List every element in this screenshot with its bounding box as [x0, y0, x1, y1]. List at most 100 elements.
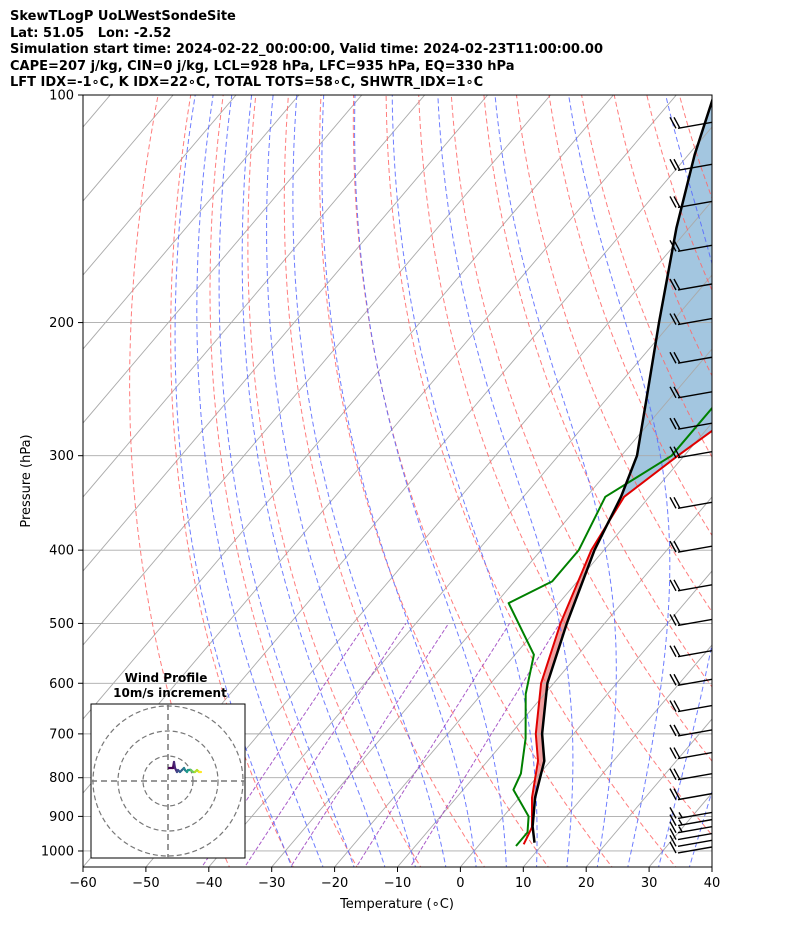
wind-barb-staff	[677, 317, 712, 326]
wind-barb-staff	[677, 650, 712, 658]
isotherm-line	[83, 95, 614, 720]
isotherm-line	[459, 570, 712, 867]
wind-barb-staff	[677, 244, 712, 253]
wind-barb-flag	[669, 807, 677, 819]
x-tick-label: 40	[704, 876, 721, 891]
dry-adiabat	[170, 95, 294, 867]
dry-adiabat	[352, 95, 613, 867]
moist-adiabat	[657, 95, 712, 867]
isotherm-line	[585, 718, 712, 867]
wind-barb-staff	[677, 678, 712, 686]
x-tick-label: −20	[321, 876, 348, 891]
isotherm-line	[83, 95, 237, 276]
wind-barb-flag	[673, 116, 681, 129]
wind-barb-staff	[677, 751, 712, 760]
wind-barb-flag	[673, 768, 681, 781]
wind-barb-flag	[669, 835, 677, 847]
wind-barb-flag	[669, 351, 677, 364]
wind-barb-flag	[673, 673, 681, 686]
y-tick-label: 400	[49, 544, 74, 559]
wind-barb-staff	[677, 832, 712, 841]
y-tick-label: 1000	[41, 844, 74, 859]
wind-barb-staff	[677, 704, 712, 713]
wind-barb-flag	[669, 196, 677, 208]
mixing-ratio-line	[355, 623, 511, 867]
wind-barb-flag	[669, 724, 677, 737]
isotherm-line	[271, 348, 712, 867]
y-tick-label: 300	[49, 449, 74, 464]
wind-barb-staff	[677, 451, 712, 459]
wind-barb-flag	[669, 673, 677, 686]
wind-barb-flag	[673, 278, 681, 291]
x-tick-label: −40	[195, 876, 222, 891]
wind-barb-staff	[677, 422, 712, 430]
isotherm-line	[522, 644, 712, 867]
inset-title: Wind Profile	[125, 671, 208, 685]
y-tick-label: 500	[49, 617, 74, 632]
wind-barb-flag	[673, 579, 681, 592]
wind-barb-flag	[673, 788, 681, 800]
wind-barb-flag	[673, 700, 681, 712]
dry-adiabat	[209, 95, 358, 867]
wind-barb-flag	[673, 446, 681, 459]
wind-barb-staff	[677, 729, 712, 737]
dry-adiabat	[418, 95, 712, 836]
dewpoint-line	[507, 406, 712, 847]
wind-barb-staff	[677, 846, 712, 854]
hodo-ring	[117, 730, 219, 832]
wind-barb-flag	[673, 614, 681, 626]
y-tick-label: 800	[49, 771, 74, 786]
moist-adiabat	[437, 95, 574, 867]
isotherm-line	[711, 866, 712, 867]
wind-barb-flag	[673, 417, 681, 430]
wind-barb-flag	[673, 496, 681, 509]
y-tick-label: 100	[49, 89, 74, 104]
wind-barb-flag	[669, 417, 677, 430]
wind-barb-flag	[669, 579, 677, 592]
dry-adiabat	[711, 95, 712, 98]
x-axis-label: Temperature (∘C)	[339, 897, 454, 912]
wind-barb-staff	[677, 811, 712, 820]
wind-barb-flag	[669, 614, 677, 626]
wind-barb-staff	[677, 584, 712, 592]
moist-adiabat	[174, 95, 293, 867]
moist-adiabat	[568, 95, 671, 867]
isotherm-line	[83, 95, 489, 572]
wind-barb-staff	[677, 391, 712, 399]
isotherm-line	[83, 95, 363, 424]
wind-barb-staff	[677, 618, 712, 627]
header-times: Simulation start time: 2024-02-22_00:00:…	[10, 42, 603, 57]
wind-barb-staff	[677, 163, 712, 171]
wind-barb-flag	[673, 724, 681, 737]
x-tick-label: 30	[641, 876, 658, 891]
y-tick-label: 600	[49, 677, 74, 692]
wind-barb-flag	[673, 196, 681, 208]
moist-adiabat	[688, 789, 712, 867]
wind-barb-flag	[669, 747, 677, 759]
dry-adiabat	[483, 95, 712, 688]
wind-barb-flag	[673, 747, 681, 759]
x-tick-label: −60	[69, 876, 96, 891]
wind-barb-half	[678, 819, 683, 825]
header-convective-params: CAPE=207 j/kg, CIN=0 j/kg, LCL=928 hPa, …	[10, 59, 515, 74]
wind-barb-staff	[677, 818, 712, 827]
isotherm-line	[334, 422, 712, 867]
y-tick-label: 700	[49, 727, 74, 742]
wind-barb-flag	[669, 768, 677, 781]
header-stability-indices: LFT IDX=-1∘C, K IDX=22∘C, TOTAL TOTS=58∘…	[10, 75, 484, 90]
wind-barb-flag	[673, 386, 681, 399]
wind-barb-staff	[677, 545, 712, 553]
moist-adiabat	[266, 95, 416, 867]
isotherm-line	[145, 200, 712, 867]
x-tick-label: 0	[456, 876, 464, 891]
mixing-ratio-line	[244, 623, 407, 867]
x-tick-label: 10	[515, 876, 532, 891]
x-tick-label: −10	[384, 876, 411, 891]
header-location: Lat: 51.05 Lon: -2.52	[10, 26, 172, 41]
wind-barb-half	[678, 812, 683, 818]
wind-barb-staff	[677, 773, 712, 781]
wind-barb-flag	[669, 700, 677, 712]
x-tick-label: −50	[132, 876, 159, 891]
mixing-ratio-line	[409, 623, 561, 867]
